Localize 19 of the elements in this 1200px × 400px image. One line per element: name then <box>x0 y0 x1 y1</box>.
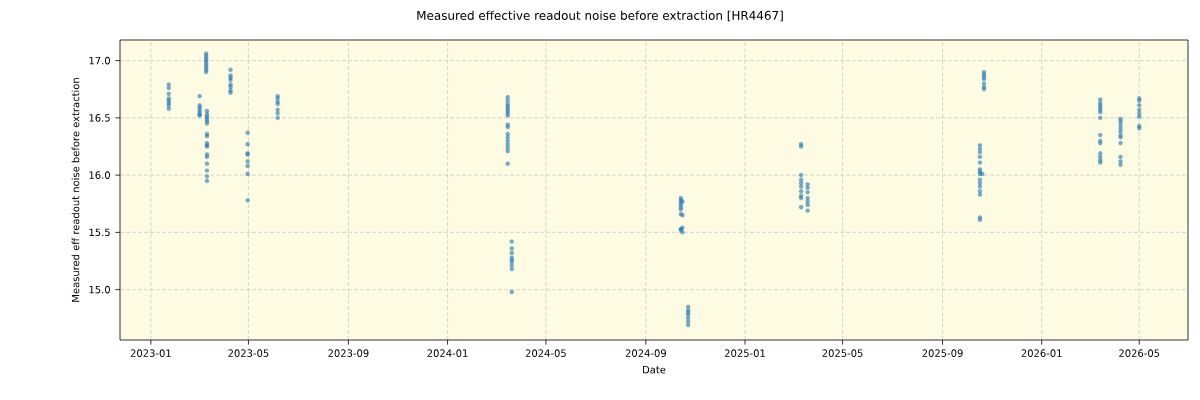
x-tick-label: 2025-05 <box>822 349 863 357</box>
x-tick-label: 2024-09 <box>625 349 666 357</box>
y-tick-label: 16.0 <box>89 171 110 179</box>
x-tick-label: 2026-01 <box>1021 349 1062 357</box>
y-tick-label: 17.0 <box>89 56 110 65</box>
x-tick-label: 2026-05 <box>1119 349 1160 357</box>
y-tick-label: 16.5 <box>89 114 110 122</box>
y-tick-label: 15.5 <box>89 228 110 237</box>
x-tick-label: 2024-05 <box>525 349 566 357</box>
x-tick-label: 2024-01 <box>427 349 468 357</box>
x-tick-label: 2023-05 <box>228 349 269 357</box>
y-tick-label: 15.0 <box>89 285 110 294</box>
x-tick-label: 2023-09 <box>328 349 369 357</box>
y-axis-title: Measured eff readout noise before extraction <box>71 78 80 302</box>
chart-title: Measured effective readout noise before extraction [HR4467] <box>417 10 783 22</box>
x-tick-label: 2025-09 <box>922 349 963 357</box>
x-tick-label: 2023-01 <box>130 349 171 357</box>
x-tick-label: 2025-01 <box>724 349 765 357</box>
x-axis-title: Date <box>643 366 666 374</box>
